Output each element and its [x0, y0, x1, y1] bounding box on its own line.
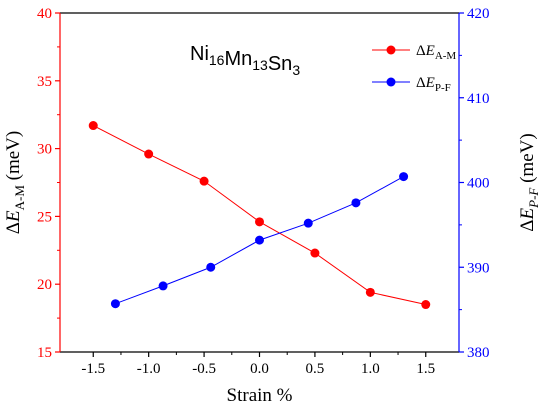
- right-y-tick-label: 380: [467, 345, 490, 361]
- data-point-A-M: [144, 149, 154, 159]
- series-line-A-M: [93, 125, 426, 306]
- legend-marker-A-M: [386, 45, 396, 55]
- legend: ΔEA-M ΔEP-F: [372, 43, 456, 94]
- x-tick-label: 1.0: [361, 361, 380, 377]
- right-y-axis: 380 390 400 410 420 ΔEP-F (meV): [458, 6, 541, 361]
- data-point-P-F: [351, 198, 361, 208]
- data-point-A-M: [421, 300, 431, 310]
- data-point-A-M: [365, 287, 375, 297]
- data-point-A-M: [199, 176, 209, 186]
- left-y-tick-label: 35: [37, 74, 52, 90]
- chart-title: Ni16Mn13Sn3: [190, 43, 300, 78]
- data-point-A-M: [255, 217, 264, 227]
- right-y-tick-label: 410: [467, 91, 490, 107]
- data-point-A-M: [310, 248, 320, 258]
- x-tick-label: 1.5: [416, 361, 435, 377]
- series-layer: [88, 121, 431, 310]
- legend-label-P-F: ΔEP-F: [416, 75, 451, 94]
- x-axis-label: Strain %: [227, 385, 293, 406]
- left-y-tick-label: 20: [37, 277, 52, 293]
- x-tick-label: 0.0: [250, 361, 269, 377]
- data-point-P-F: [255, 235, 264, 245]
- right-y-tick-label: 420: [467, 6, 490, 22]
- left-y-tick-label: 40: [37, 6, 52, 22]
- data-point-P-F: [158, 281, 168, 291]
- right-y-axis-label: ΔEP-F (meV): [517, 133, 541, 231]
- legend-marker-P-F: [386, 77, 396, 87]
- x-tick-label: -1.0: [137, 361, 161, 377]
- legend-label-A-M: ΔEA-M: [416, 43, 456, 62]
- data-point-P-F: [303, 218, 313, 228]
- data-point-A-M: [88, 121, 98, 131]
- x-tick-label: -0.5: [192, 361, 216, 377]
- left-y-tick-label: 30: [37, 142, 52, 158]
- right-y-tick-label: 400: [467, 176, 490, 192]
- chart-title-text: Ni16Mn13Sn3: [190, 43, 300, 78]
- x-axis: -1.5 -1.0 -0.5 0.0 0.5 1.0 1.5 Strain %: [81, 352, 435, 406]
- data-point-P-F: [399, 172, 409, 182]
- left-y-tick-label: 25: [37, 209, 52, 225]
- left-y-axis: 15 20 25 30 35 40 ΔEA-M (meV): [3, 6, 61, 361]
- x-tick-label: -1.5: [81, 361, 105, 377]
- data-point-P-F: [206, 262, 216, 272]
- left-y-tick-label: 15: [37, 345, 52, 361]
- right-y-tick-label: 390: [467, 260, 490, 276]
- x-tick-label: 0.5: [306, 361, 325, 377]
- left-y-axis-label: ΔEA-M (meV): [3, 131, 27, 234]
- data-point-P-F: [110, 299, 120, 309]
